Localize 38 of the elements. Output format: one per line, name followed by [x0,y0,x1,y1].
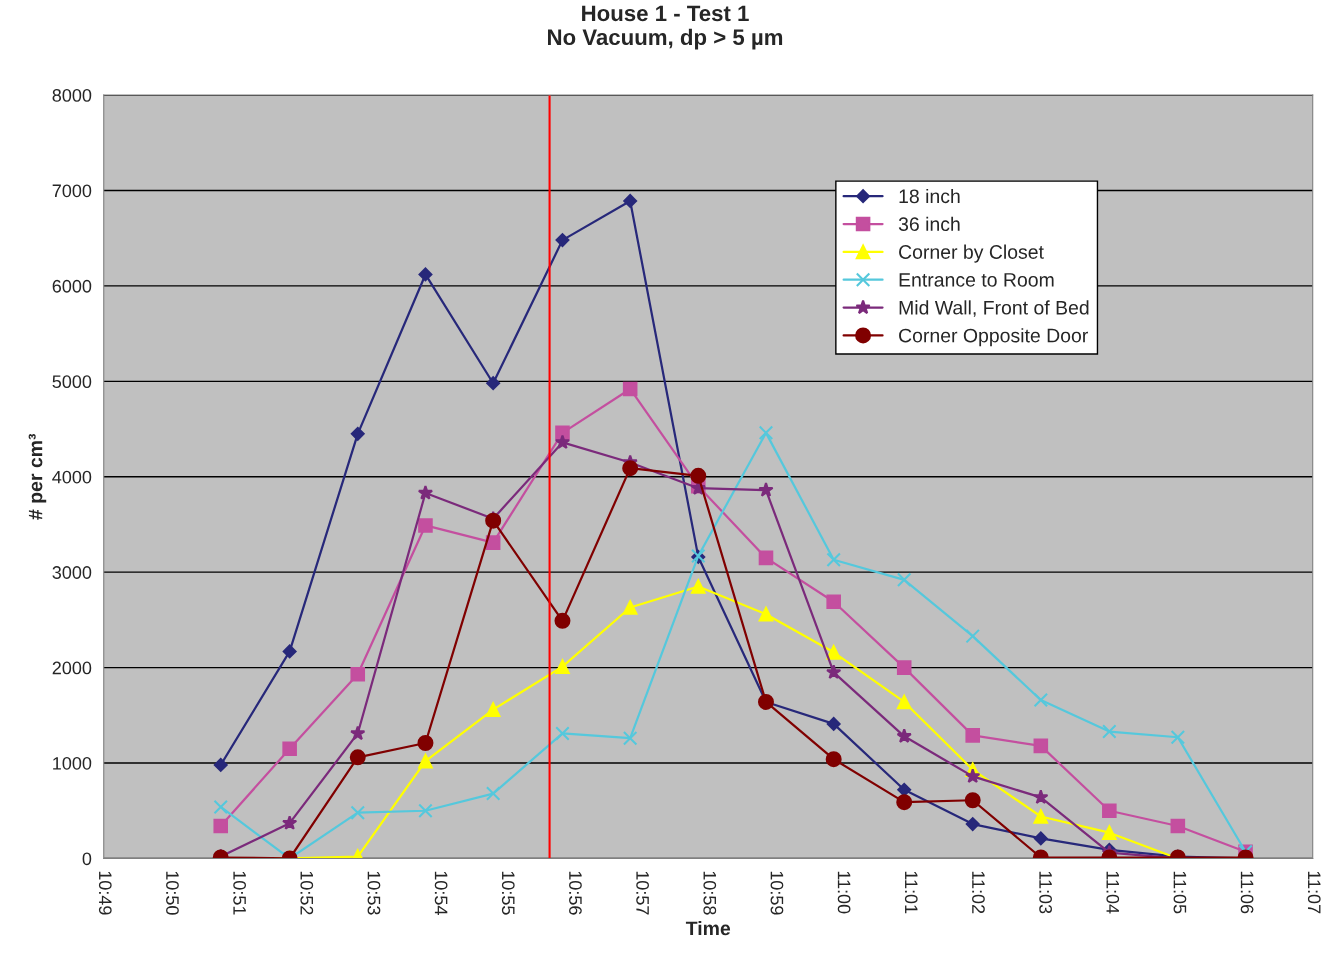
x-tick-label: 10:52 [300,871,314,915]
legend-label: Corner by Closet [899,244,1044,263]
legend-label: 18 inch [899,188,960,204]
x-tick-label: 11:03 [1039,871,1052,914]
chart-title: House 1 - Test 1 [582,5,749,22]
x-tick-label: 10:49 [98,871,112,915]
y-tick-label: 7000 [52,184,92,198]
y-tick-label: 3000 [52,566,92,579]
x-tick-label: 11:00 [837,871,851,914]
x-tick-label: 10:55 [501,871,515,915]
legend-label: Entrance to Room [899,273,1054,287]
y-tick-label: 5000 [52,375,92,389]
x-tick-label: 10:58 [703,871,717,915]
x-tick-label: 10:57 [636,871,649,915]
x-tick-label: 11:01 [904,871,918,914]
x-tick-label: 10:59 [770,871,784,915]
x-tick-label: 11:06 [1240,871,1254,914]
x-axis-title: Time [685,920,731,936]
x-tick-label: 11:04 [1106,871,1120,914]
legend-label: Mid Wall, Front of Bed [899,300,1089,317]
y-tick-label: 1000 [53,756,92,770]
y-tick-label: 8000 [52,88,92,102]
legend-label: 36 inch [898,216,960,232]
x-tick-label: 11:07 [1307,871,1321,914]
legend-label: Corner Opposite Door [899,328,1088,347]
y-tick-label: 0 [82,852,92,866]
x-tick-label: 10:53 [367,871,381,915]
x-tick-label: 11:05 [1173,871,1187,914]
x-tick-label: 10:54 [434,871,448,915]
y-axis-title: # per cm³ [28,433,47,520]
y-tick-label: 4000 [52,470,92,484]
y-tick-label: 2000 [52,661,92,675]
x-tick-label: 10:56 [569,871,582,915]
y-tick-label: 6000 [52,279,92,293]
chart-subtitle: No Vacuum, dp > 5 µm [548,28,783,50]
x-tick-label: 10:50 [166,871,179,915]
x-tick-label: 10:51 [233,871,247,915]
x-tick-label: 11:02 [972,871,985,914]
